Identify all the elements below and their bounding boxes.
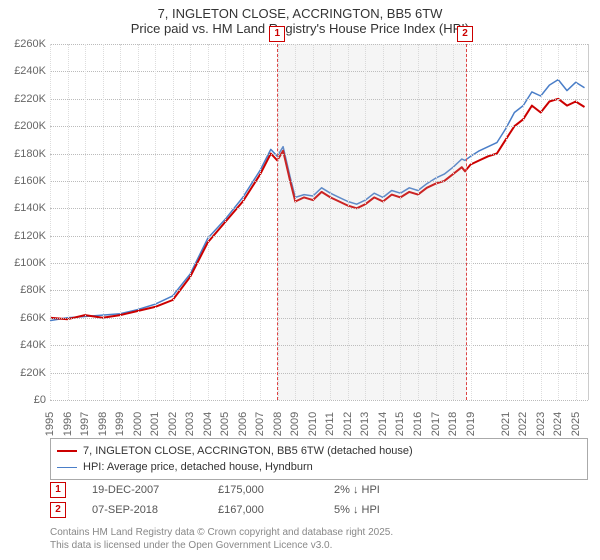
sale-delta: 2% ↓ HPI — [334, 484, 414, 496]
x-tick-label: 2011 — [324, 412, 336, 436]
x-tick-label: 2022 — [517, 412, 529, 436]
x-tick-label: 2019 — [465, 412, 477, 436]
legend-item: 7, INGLETON CLOSE, ACCRINGTON, BB5 6TW (… — [57, 443, 581, 459]
plot-area: £0£20K£40K£60K£80K£100K£120K£140K£160K£1… — [50, 44, 589, 400]
x-gridline — [541, 44, 542, 400]
x-gridline — [471, 44, 472, 400]
legend: 7, INGLETON CLOSE, ACCRINGTON, BB5 6TW (… — [50, 438, 588, 480]
x-tick-label: 1999 — [114, 412, 126, 436]
x-gridline — [523, 44, 524, 400]
x-gridline — [243, 44, 244, 400]
sale-date: 07-SEP-2018 — [92, 504, 192, 516]
x-gridline — [576, 44, 577, 400]
x-tick-label: 1996 — [62, 412, 74, 436]
y-tick-label: £240K — [14, 65, 46, 77]
x-gridline — [138, 44, 139, 400]
x-tick-label: 2009 — [289, 412, 301, 436]
y-tick-label: £260K — [14, 38, 46, 50]
y-tick-label: £40K — [20, 339, 46, 351]
x-gridline — [260, 44, 261, 400]
x-tick-label: 2012 — [342, 412, 354, 436]
x-tick-label: 2014 — [377, 412, 389, 436]
legend-label: 7, INGLETON CLOSE, ACCRINGTON, BB5 6TW (… — [83, 445, 413, 457]
x-tick-label: 2025 — [570, 412, 582, 436]
chart-title: 7, INGLETON CLOSE, ACCRINGTON, BB5 6TW P… — [0, 0, 600, 36]
y-tick-label: £20K — [20, 367, 46, 379]
x-gridline — [225, 44, 226, 400]
x-tick-label: 2024 — [552, 412, 564, 436]
y-tick-label: £200K — [14, 120, 46, 132]
legend-swatch — [57, 467, 77, 468]
x-tick-label: 2002 — [167, 412, 179, 436]
x-tick-label: 2001 — [149, 412, 161, 436]
title-subtitle: Price paid vs. HM Land Registry's House … — [0, 21, 600, 36]
sale-row-marker: 2 — [50, 502, 66, 518]
x-tick-label: 2000 — [132, 412, 144, 436]
x-tick-label: 2013 — [359, 412, 371, 436]
footer-line1: Contains HM Land Registry data © Crown c… — [50, 526, 588, 539]
x-tick-label: 2021 — [500, 412, 512, 436]
y-gridline — [50, 400, 588, 401]
sale-row-marker: 1 — [50, 482, 66, 498]
title-address: 7, INGLETON CLOSE, ACCRINGTON, BB5 6TW — [0, 6, 600, 21]
footer-attribution: Contains HM Land Registry data © Crown c… — [50, 526, 588, 552]
sale-date: 19-DEC-2007 — [92, 484, 192, 496]
x-tick-label: 2005 — [219, 412, 231, 436]
x-gridline — [208, 44, 209, 400]
x-gridline — [103, 44, 104, 400]
y-tick-label: £60K — [20, 312, 46, 324]
sale-row: 2 07-SEP-2018 £167,000 5% ↓ HPI — [50, 500, 588, 520]
x-tick-label: 2006 — [237, 412, 249, 436]
x-gridline — [155, 44, 156, 400]
y-tick-label: £140K — [14, 202, 46, 214]
x-tick-label: 2004 — [202, 412, 214, 436]
x-tick-label: 2023 — [535, 412, 547, 436]
x-gridline — [50, 44, 51, 400]
sale-row: 1 19-DEC-2007 £175,000 2% ↓ HPI — [50, 480, 588, 500]
x-tick-label: 2015 — [394, 412, 406, 436]
y-tick-label: £120K — [14, 230, 46, 242]
y-tick-label: £80K — [20, 284, 46, 296]
sale-price: £175,000 — [218, 484, 308, 496]
shaded-region — [277, 44, 467, 400]
sale-price: £167,000 — [218, 504, 308, 516]
x-gridline — [173, 44, 174, 400]
x-gridline — [120, 44, 121, 400]
x-gridline — [190, 44, 191, 400]
price-chart: 7, INGLETON CLOSE, ACCRINGTON, BB5 6TW P… — [0, 0, 600, 560]
x-tick-label: 1998 — [97, 412, 109, 436]
x-tick-label: 2016 — [412, 412, 424, 436]
x-tick-label: 2010 — [307, 412, 319, 436]
y-tick-label: £160K — [14, 175, 46, 187]
x-tick-label: 2008 — [272, 412, 284, 436]
sale-marker-2: 2 — [457, 26, 473, 42]
y-tick-label: £180K — [14, 148, 46, 160]
x-tick-label: 2018 — [447, 412, 459, 436]
y-tick-label: £100K — [14, 257, 46, 269]
sale-events: 1 19-DEC-2007 £175,000 2% ↓ HPI 2 07-SEP-2018… — [50, 480, 588, 520]
x-tick-label: 1995 — [44, 412, 56, 436]
y-tick-label: £0 — [34, 394, 46, 406]
legend-label: HPI: Average price, detached house, Hynd… — [83, 461, 313, 473]
legend-item: HPI: Average price, detached house, Hynd… — [57, 459, 581, 475]
x-gridline — [558, 44, 559, 400]
x-tick-label: 2017 — [430, 412, 442, 436]
x-gridline — [85, 44, 86, 400]
x-gridline — [68, 44, 69, 400]
sale-delta: 5% ↓ HPI — [334, 504, 414, 516]
x-tick-label: 2007 — [254, 412, 266, 436]
x-gridline — [506, 44, 507, 400]
x-tick-label: 1997 — [79, 412, 91, 436]
legend-swatch — [57, 450, 77, 452]
y-tick-label: £220K — [14, 93, 46, 105]
x-tick-label: 2003 — [184, 412, 196, 436]
footer-line2: This data is licensed under the Open Gov… — [50, 539, 588, 552]
sale-marker-1: 1 — [269, 26, 285, 42]
